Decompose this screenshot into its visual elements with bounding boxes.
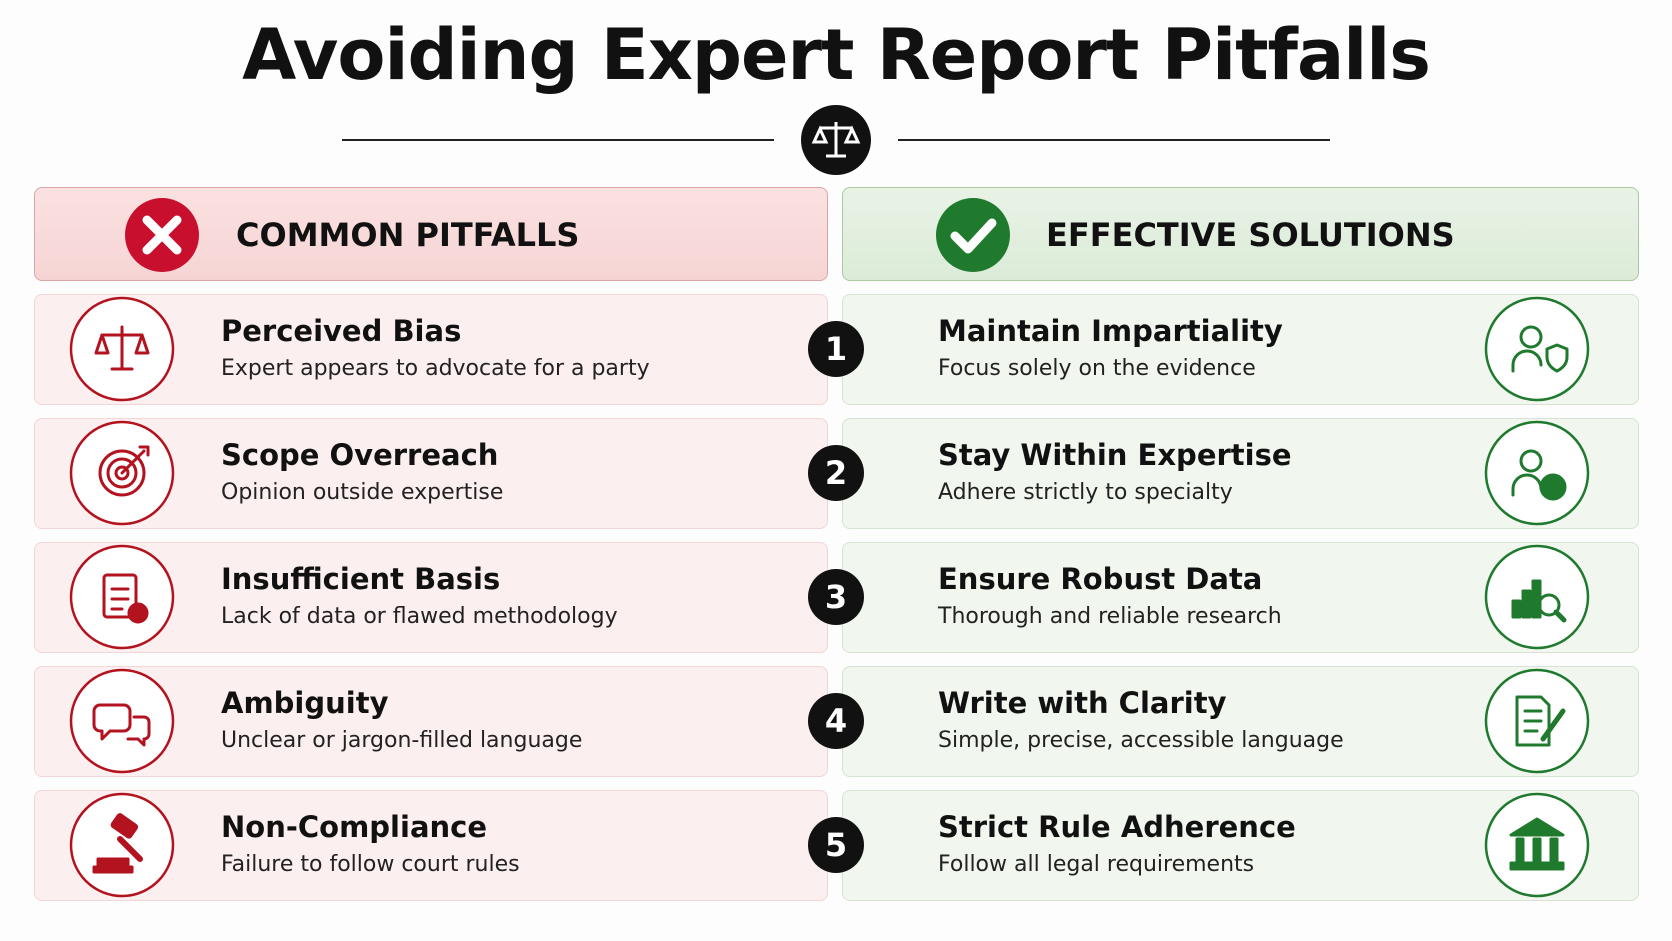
pitfall-title: Perceived Bias (221, 314, 462, 348)
row-icon (1484, 792, 1590, 898)
row-number: 1 (808, 321, 864, 377)
row-number: 5 (808, 817, 864, 873)
row-icon (1484, 544, 1590, 650)
pitfall-description: Opinion outside expertise (221, 480, 504, 505)
row-icon (1484, 296, 1590, 402)
check-icon (936, 198, 1010, 272)
solution-title: Write with Clarity (938, 686, 1227, 720)
row-icon (69, 792, 175, 898)
row-icon (69, 420, 175, 526)
row-number: 2 (808, 445, 864, 501)
row-number: 4 (808, 693, 864, 749)
row-icon (1484, 420, 1590, 526)
pitfall-title: Ambiguity (221, 686, 389, 720)
pitfall-description: Expert appears to advocate for a party (221, 356, 650, 381)
solution-title: Stay Within Expertise (938, 438, 1292, 472)
divider (342, 139, 774, 141)
pitfall-description: Lack of data or flawed methodology (221, 604, 618, 629)
row-icon (69, 668, 175, 774)
solutions-header: EFFECTIVE SOLUTIONS (842, 187, 1639, 281)
solution-description: Adhere strictly to specialty (938, 480, 1233, 505)
row-icon (69, 544, 175, 650)
solution-description: Simple, precise, accessible language (938, 728, 1344, 753)
pitfall-description: Failure to follow court rules (221, 852, 520, 877)
scale-emblem (801, 105, 871, 175)
solution-description: Follow all legal requirements (938, 852, 1255, 877)
pitfall-description: Unclear or jargon-filled language (221, 728, 583, 753)
solution-title: Strict Rule Adherence (938, 810, 1296, 844)
divider (898, 139, 1330, 141)
column-title: EFFECTIVE SOLUTIONS (1046, 216, 1455, 254)
solution-description: Focus solely on the evidence (938, 356, 1256, 381)
title: Avoiding Expert Report Pitfalls (242, 14, 1431, 96)
solution-title: Ensure Robust Data (938, 562, 1263, 596)
pitfall-title: Scope Overreach (221, 438, 499, 472)
row-number: 3 (808, 569, 864, 625)
solution-description: Thorough and reliable research (938, 604, 1282, 629)
pitfalls-header: COMMON PITFALLS (34, 187, 828, 281)
pitfall-title: Insufficient Basis (221, 562, 501, 596)
x-icon (125, 198, 199, 272)
row-icon (1484, 668, 1590, 774)
row-icon (69, 296, 175, 402)
solution-title: Maintain Impartiality (938, 314, 1283, 348)
column-title: COMMON PITFALLS (236, 216, 580, 254)
pitfall-title: Non-Compliance (221, 810, 488, 844)
